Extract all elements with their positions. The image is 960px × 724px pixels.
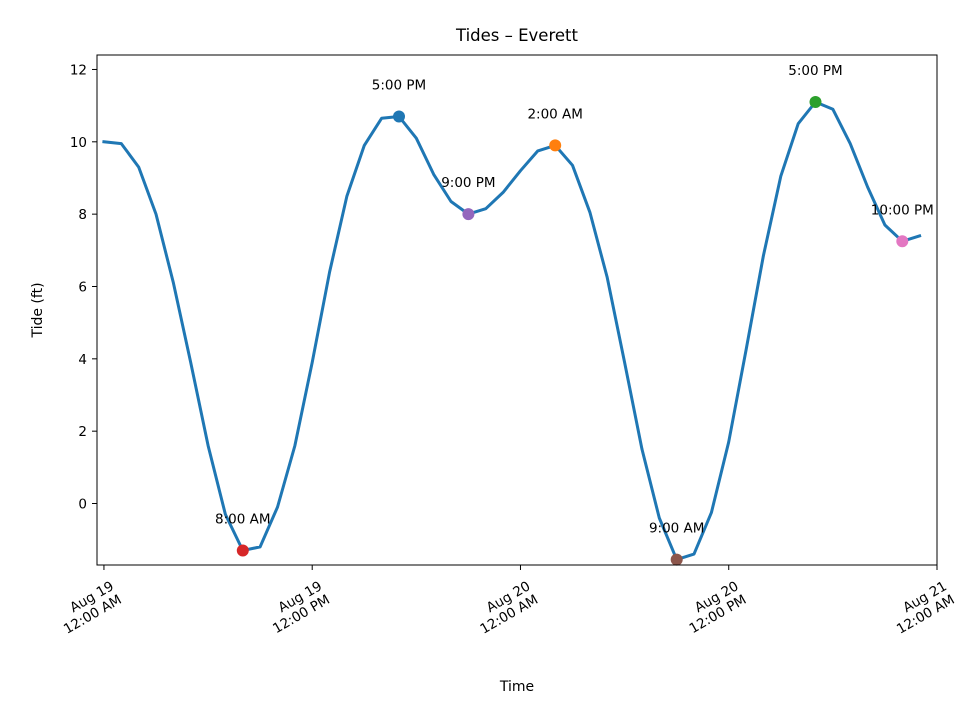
tide-extreme-label: 9:00 PM <box>441 175 495 191</box>
y-tick-label: 0 <box>78 497 87 513</box>
tide-extreme-label: 5:00 PM <box>372 78 426 94</box>
x-tick-label: Aug 2012:00 AM <box>470 578 541 637</box>
x-tick-label: Aug 1912:00 PM <box>262 578 332 637</box>
plot-area: 5:00 PM 2:00 AM 5:00 PM 8:00 AM 9:00 PM 9:00 … <box>53 54 958 638</box>
y-tick-label: 2 <box>78 424 87 440</box>
y-tick-label: 10 <box>70 135 87 151</box>
tide-extreme-label: 10:00 PM <box>871 202 934 218</box>
x-axis-label: Time <box>499 679 534 695</box>
chart-title: Tides – Everett <box>455 26 579 45</box>
tide-extreme-point <box>549 139 562 152</box>
tide-extreme-point <box>896 235 909 248</box>
tide-extreme-point <box>393 110 405 123</box>
y-tick-label: 12 <box>70 62 87 78</box>
plot-frame <box>96 54 938 566</box>
y-tick-label: 6 <box>78 279 87 295</box>
tide-extreme-point <box>462 208 475 221</box>
x-tick-label: Aug 2112:00 AM <box>886 578 957 637</box>
tide-extreme-point <box>809 96 822 108</box>
tide-extreme-point <box>236 544 249 557</box>
x-tick-label: Aug 2012:00 PM <box>679 578 749 637</box>
y-tick-label: 4 <box>78 352 87 368</box>
tide-extreme-point <box>670 553 683 566</box>
y-axis-label: Tide (ft) <box>30 282 46 338</box>
tide-extreme-label: 8:00 AM <box>215 512 271 528</box>
x-tick-label: Aug 1912:00 AM <box>53 578 124 637</box>
tide-series-line <box>102 100 922 562</box>
tide-extreme-label: 2:00 AM <box>527 106 583 122</box>
tide-extreme-label: 5:00 PM <box>788 63 842 79</box>
tide-extreme-label: 9:00 AM <box>649 521 705 537</box>
y-tick-label: 8 <box>78 207 87 223</box>
